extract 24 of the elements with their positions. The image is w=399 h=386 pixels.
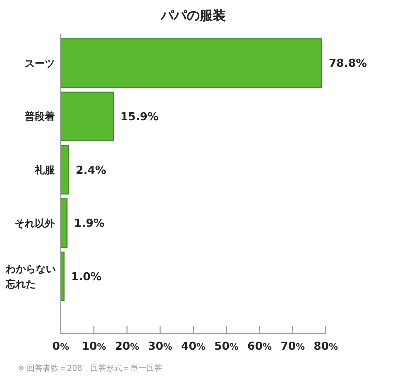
y-tick-label: 普段着 (24, 111, 55, 124)
data-label: 1.0% (71, 270, 102, 284)
x-tick-label: 60% (248, 340, 272, 353)
y-tick-label: スーツ (25, 58, 55, 70)
x-tick-label: 70% (280, 340, 306, 353)
data-label: 15.9% (120, 110, 159, 124)
x-tick-label: 50% (214, 340, 239, 353)
data-label: 1.9% (74, 217, 105, 230)
x-tick-label: 30% (148, 340, 173, 353)
x-tick-label: 20% (115, 340, 140, 353)
x-tick-label: 40% (181, 340, 206, 353)
x-tick-label: 0% (52, 340, 70, 353)
y-tick-label: 礼服 (34, 164, 56, 176)
bar (60, 145, 70, 195)
x-tick-label: 10% (82, 340, 106, 353)
y-tick-label: わからない忘れた (5, 264, 56, 291)
text: ※ 回答者数＝208 回答形式＝単一回答 (18, 364, 163, 373)
bar (60, 92, 114, 142)
x-tick-label: 80% (314, 340, 338, 353)
bar (60, 38, 323, 88)
data-label: 78.8% (329, 57, 368, 70)
y-tick-label: それ以外 (15, 218, 56, 230)
data-label: 2.4% (76, 164, 106, 177)
chart-title: パパの服装 (160, 9, 226, 24)
